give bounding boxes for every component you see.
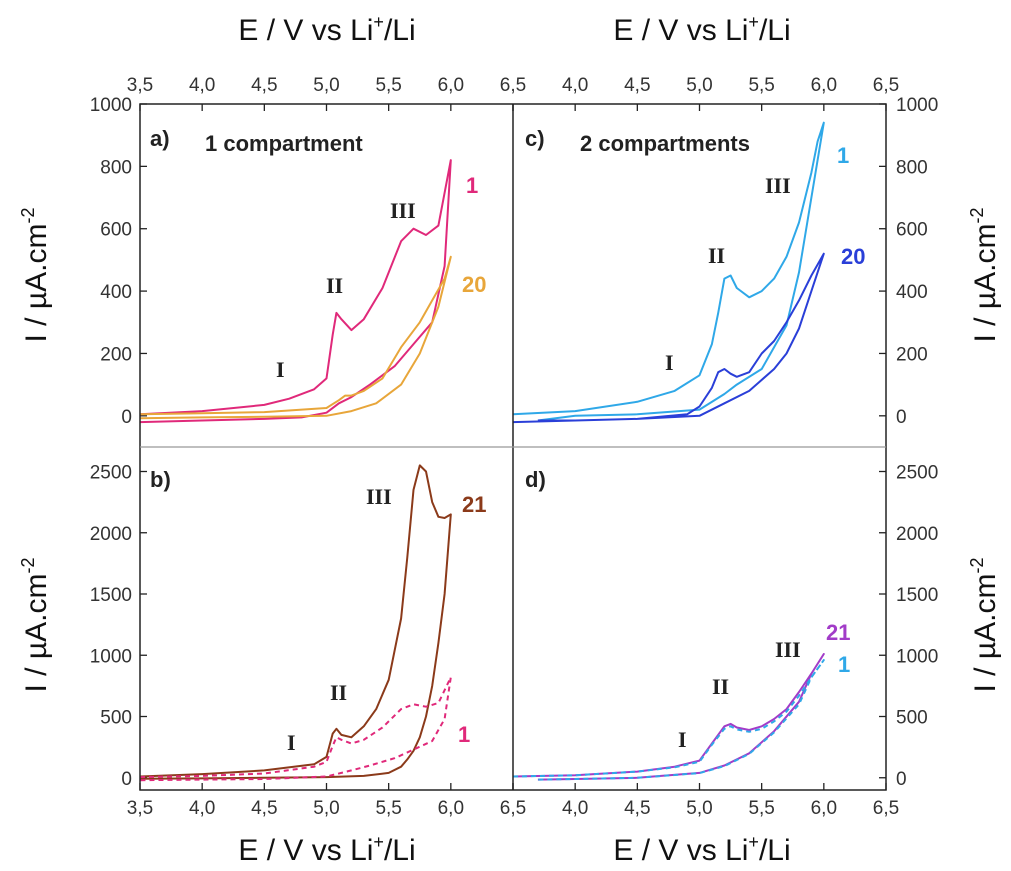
x-tick-label-top-a-5: 6,0 — [438, 75, 464, 96]
panel-label-d: d) — [525, 467, 546, 492]
y-axis-title-top-left: I / µA.cm-2 — [18, 208, 53, 343]
peak-label-b-I: I — [287, 730, 296, 755]
x-tick-label-top-a-6: 6,5 — [500, 75, 526, 96]
cycle-label-a-1: 1 — [466, 173, 478, 198]
x-tick-label-top-c-2: 4,5 — [624, 75, 650, 96]
y-tick-label-b-2: 1000 — [90, 646, 132, 667]
series-line-b-1 — [139, 676, 452, 782]
y-tick-label-d-3: 1500 — [896, 585, 938, 606]
y-tick-label-a-4: 800 — [100, 157, 132, 178]
y-tick-label-c-4: 800 — [896, 157, 928, 178]
x-tick-label-top-c-3: 5,0 — [686, 75, 712, 96]
y-tick-label-c-1: 200 — [896, 344, 928, 365]
cycle-label-a-20: 20 — [462, 272, 486, 297]
y-tick-label-b-1: 500 — [100, 708, 132, 729]
series-line-d-21 — [512, 653, 825, 781]
y-tick-label-d-5: 2500 — [896, 463, 938, 484]
series-line-c-20 — [512, 252, 825, 424]
y-tick-label-a-5: 1000 — [90, 95, 132, 116]
y-tick-label-d-0: 0 — [896, 769, 907, 790]
x-tick-label-bottom-b-2: 4,5 — [251, 798, 277, 819]
y-tick-label-d-4: 2000 — [896, 524, 938, 545]
x-tick-label-bottom-b-5: 6,0 — [438, 798, 464, 819]
x-tick-label-top-a-0: 3,5 — [127, 75, 153, 96]
y-tick-label-c-5: 1000 — [896, 95, 938, 116]
condition-label-c: 2 compartments — [580, 131, 750, 156]
peak-label-d-III: III — [775, 637, 801, 662]
cycle-label-c-1: 1 — [837, 143, 849, 168]
y-tick-label-c-0: 0 — [896, 407, 907, 428]
cycle-label-c-20: 20 — [841, 244, 865, 269]
cycle-label-b-21: 21 — [462, 492, 486, 517]
x-tick-label-top-a-1: 4,0 — [189, 75, 215, 96]
condition-label-a: 1 compartment — [205, 131, 363, 156]
peak-label-d-I: I — [678, 727, 687, 752]
peak-label-a-II: II — [326, 273, 343, 298]
x-tick-label-top-c-6: 6,5 — [873, 75, 899, 96]
x-tick-label-top-a-2: 4,5 — [251, 75, 277, 96]
x-tick-label-bottom-d-4: 5,5 — [748, 798, 774, 819]
peak-label-b-III: III — [366, 484, 392, 509]
y-tick-label-d-2: 1000 — [896, 646, 938, 667]
y-tick-label-a-0: 0 — [121, 407, 132, 428]
x-tick-label-top-c-1: 4,0 — [562, 75, 588, 96]
cycle-label-b-1: 1 — [458, 722, 470, 747]
top-x-axis-title-right: E / V vs Li+/Li — [613, 12, 790, 47]
peak-label-b-II: II — [330, 680, 347, 705]
x-tick-label-top-c-5: 6,0 — [811, 75, 837, 96]
y-axis-title-bottom-left: I / µA.cm-2 — [18, 558, 53, 693]
panel-label-c: c) — [525, 126, 545, 151]
y-tick-label-a-3: 600 — [100, 220, 132, 241]
x-tick-label-bottom-d-2: 4,5 — [624, 798, 650, 819]
x-tick-label-bottom-b-0: 3,5 — [127, 798, 153, 819]
y-tick-label-c-3: 600 — [896, 220, 928, 241]
y-tick-label-a-2: 400 — [100, 282, 132, 303]
peak-label-a-III: III — [390, 198, 416, 223]
y-tick-label-b-3: 1500 — [90, 585, 132, 606]
x-tick-label-bottom-d-3: 5,0 — [686, 798, 712, 819]
peak-label-c-I: I — [665, 350, 674, 375]
x-tick-label-bottom-d-1: 4,0 — [562, 798, 588, 819]
peak-label-c-II: II — [708, 243, 725, 268]
y-axis-title-bottom-right: I / µA.cm-2 — [967, 558, 1002, 693]
peak-label-c-III: III — [765, 173, 791, 198]
x-tick-label-bottom-b-3: 5,0 — [313, 798, 339, 819]
cycle-label-d-21: 21 — [826, 620, 850, 645]
x-tick-label-bottom-d-6: 6,5 — [873, 798, 899, 819]
y-tick-label-b-4: 2000 — [90, 524, 132, 545]
y-axis-title-top-right: I / µA.cm-2 — [967, 208, 1002, 343]
panel-label-b: b) — [150, 467, 171, 492]
series-line-a-1 — [139, 159, 452, 424]
bottom-x-axis-title-left: E / V vs Li+/Li — [238, 832, 415, 867]
y-tick-label-b-5: 2500 — [90, 463, 132, 484]
series-line-b-21 — [139, 464, 452, 780]
y-tick-label-d-1: 500 — [896, 708, 928, 729]
cycle-label-d-1: 1 — [838, 652, 850, 677]
top-x-axis-title-left: E / V vs Li+/Li — [238, 12, 415, 47]
series-line-a-20 — [139, 255, 452, 420]
y-tick-label-b-0: 0 — [121, 769, 132, 790]
peak-label-a-I: I — [276, 357, 285, 382]
y-tick-label-a-1: 200 — [100, 344, 132, 365]
panel-label-a: a) — [150, 126, 170, 151]
x-tick-label-bottom-b-1: 4,0 — [189, 798, 215, 819]
series-line-c-1 — [512, 121, 825, 422]
x-tick-label-bottom-d-5: 6,0 — [811, 798, 837, 819]
x-tick-label-bottom-b-4: 5,5 — [375, 798, 401, 819]
series-line-d-1 — [512, 659, 825, 781]
peak-label-d-II: II — [712, 674, 729, 699]
x-tick-label-top-c-4: 5,5 — [748, 75, 774, 96]
bottom-x-axis-title-right: E / V vs Li+/Li — [613, 832, 790, 867]
y-tick-label-c-2: 400 — [896, 282, 928, 303]
x-tick-label-top-a-3: 5,0 — [313, 75, 339, 96]
x-tick-label-bottom-b-6: 6,5 — [500, 798, 526, 819]
x-tick-label-top-a-4: 5,5 — [375, 75, 401, 96]
